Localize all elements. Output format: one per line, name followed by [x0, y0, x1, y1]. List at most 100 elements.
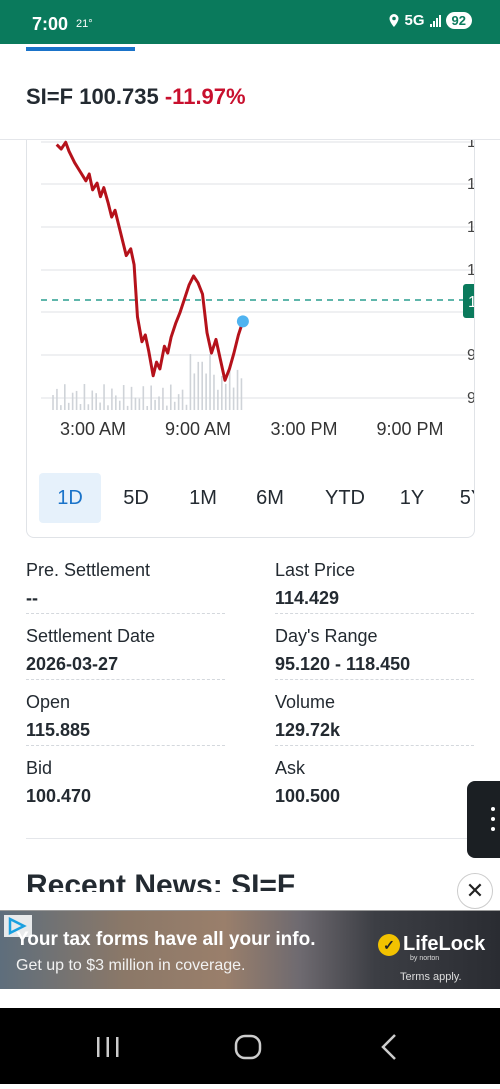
back-icon [381, 1034, 396, 1060]
volume-bar [134, 397, 137, 410]
volume-bar [122, 385, 125, 410]
stat-item: Ask 100.500 [275, 754, 474, 812]
stat-item: Bid 100.470 [26, 754, 225, 812]
stat-item: Volume 129.72k [275, 688, 474, 746]
stat-item: Settlement Date 2026-03-27 [26, 622, 225, 680]
volume-bar [232, 387, 235, 410]
ad-brand-name: LifeLock [403, 933, 486, 955]
home-button[interactable] [208, 1008, 288, 1084]
stat-label: Settlement Date [26, 626, 156, 646]
ad-close-button[interactable]: ✕ [457, 873, 493, 909]
stat-value: 2026-03-27 [26, 654, 119, 674]
volume-bar [213, 374, 215, 410]
stat-value: 115.885 [26, 720, 91, 740]
volume-bar [75, 390, 78, 410]
volume-bar [166, 405, 168, 410]
volume-bar [52, 395, 54, 410]
price-line [55, 140, 245, 382]
volume-bar [146, 405, 149, 410]
volume-bar [111, 388, 113, 410]
current-price-marker [236, 315, 249, 328]
volume-bar [181, 389, 184, 410]
volume-bar [205, 373, 207, 410]
y-tick-label: 1 [467, 140, 475, 151]
stat-item: Open 115.885 [26, 688, 225, 746]
stat-value: 129.72k [275, 720, 341, 740]
volume-bar [173, 401, 176, 410]
stat-value: 100.500 [275, 786, 341, 806]
volume-bar [118, 400, 121, 410]
volume-bar [103, 384, 105, 410]
volume-bar [228, 366, 231, 410]
ad-banner[interactable]: Your tax forms have all your info. Get u… [0, 910, 500, 989]
stat-label: Open [26, 692, 71, 712]
stat-label: Last Price [275, 560, 356, 580]
range-tab-5d[interactable]: 5D [123, 487, 149, 509]
home-icon [234, 1034, 262, 1060]
volume-bar [107, 405, 109, 410]
volume-bar [130, 386, 133, 410]
quote-symbol: SI=F [26, 84, 74, 109]
volume-bar [240, 378, 243, 410]
x-tick-label: 3:00 PM [270, 419, 337, 439]
volume-bar [158, 396, 160, 410]
ad-choices-icon[interactable] [4, 915, 32, 937]
y-tick-label: 9 [467, 390, 475, 407]
x-tick-label: 9:00 AM [165, 419, 231, 439]
volume-bar [189, 354, 192, 410]
range-tab-5y[interactable]: 5Y [459, 487, 474, 509]
ad-terms: Terms apply. [400, 971, 462, 983]
quote-summary: SI=F 100.735 -11.97% [26, 84, 246, 110]
stat-label: Volume [275, 692, 336, 712]
status-bar: 7:00 21° 5G 92 [0, 0, 500, 44]
range-tab-6m[interactable]: 6M [256, 487, 284, 509]
ad-subline: Get up to $3 million in coverage. [16, 957, 246, 974]
volume-bar [169, 384, 172, 410]
status-indicators: 5G 92 [388, 12, 472, 29]
volume-bar [67, 402, 70, 410]
network-label: 5G [404, 12, 425, 29]
volume-bar [221, 376, 223, 410]
volume-bar [142, 386, 145, 410]
quote-change: -11.97% [164, 84, 246, 109]
y-tick-label: 1 [467, 219, 475, 236]
volume-bar [209, 354, 211, 410]
back-button[interactable] [348, 1008, 428, 1084]
volume-bar [217, 389, 219, 410]
volume-bar [83, 384, 86, 410]
range-tab-ytd[interactable]: YTD [325, 487, 365, 509]
volume-bar [79, 404, 82, 410]
section-divider [26, 838, 474, 839]
handle-dot [491, 807, 495, 811]
status-time: 7:00 [32, 14, 69, 34]
price-chart[interactable]: 111119913:00 AM9:00 AM3:00 PM9:00 PM [27, 140, 475, 440]
range-tab-1d[interactable]: 1D [39, 473, 101, 523]
ad-headline: Your tax forms have all your info. [16, 929, 316, 950]
side-panel-handle[interactable] [467, 781, 500, 858]
recent-apps-button[interactable] [68, 1008, 148, 1084]
status-temperature: 21° [76, 18, 93, 30]
volume-bar [224, 383, 227, 410]
volume-bar [99, 402, 101, 410]
stat-label: Pre. Settlement [26, 560, 151, 580]
location-icon [389, 14, 399, 27]
volume-bar [150, 385, 152, 410]
news-heading: Recent News: SI=F [26, 869, 296, 892]
quote-price: 100.735 [79, 84, 159, 109]
volume-bar [162, 387, 164, 410]
volume-bar [56, 388, 58, 410]
stat-value: 95.120 - 118.450 [275, 654, 411, 674]
volume-bar [126, 405, 129, 410]
volume-bar [71, 392, 74, 410]
volume-bar [236, 369, 239, 410]
x-tick-label: 3:00 AM [60, 419, 126, 439]
volume-bar [197, 361, 200, 410]
volume-bar [185, 404, 188, 410]
current-price-tag [463, 284, 474, 318]
ad-background-image [0, 911, 500, 989]
range-tab-1m[interactable]: 1M [189, 487, 217, 509]
range-tab-1y[interactable]: 1Y [399, 487, 425, 509]
close-icon: ✕ [465, 878, 485, 903]
checkmark-icon: ✓ [378, 933, 400, 956]
volume-bar [177, 394, 180, 410]
